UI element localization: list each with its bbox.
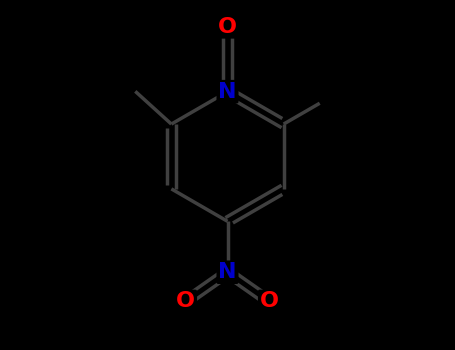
Text: N: N — [218, 262, 237, 282]
Text: O: O — [176, 292, 195, 312]
Text: O: O — [218, 17, 237, 37]
Text: O: O — [260, 292, 279, 312]
Text: N: N — [218, 82, 237, 102]
